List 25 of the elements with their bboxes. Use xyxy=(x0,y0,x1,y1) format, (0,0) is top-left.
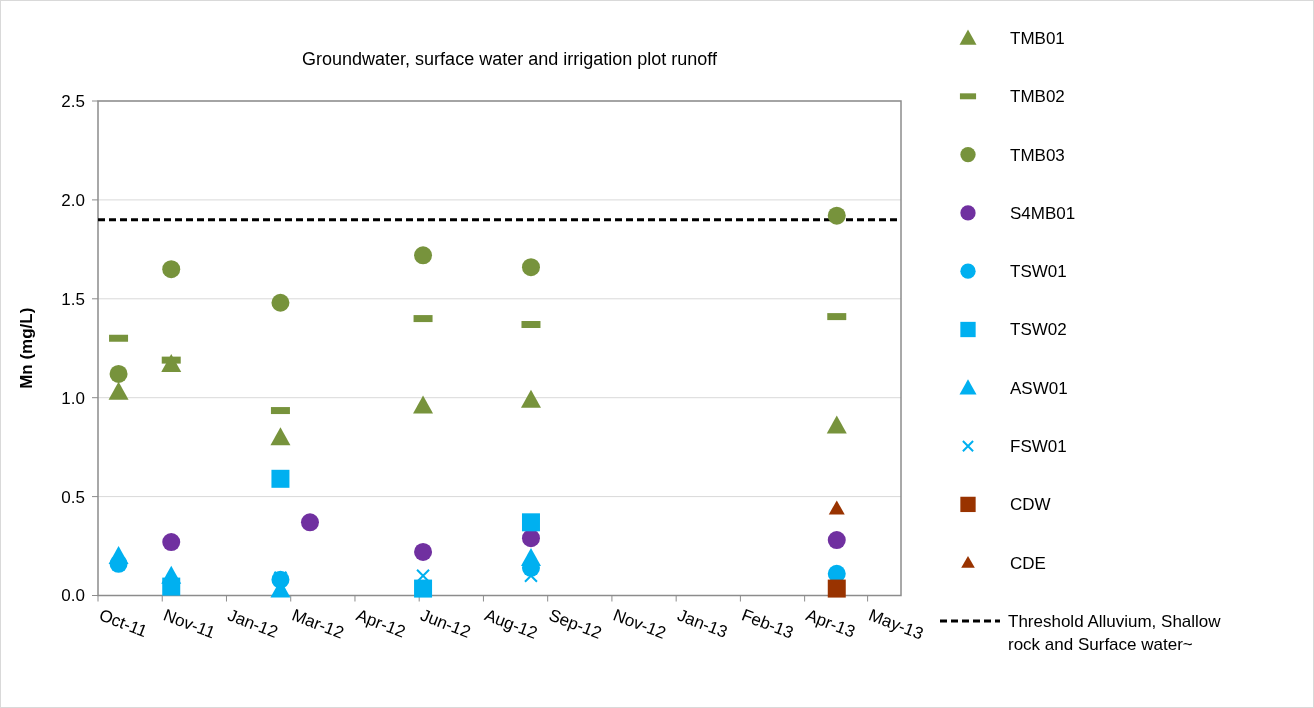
y-axis-title: Mn (mg/L) xyxy=(17,307,36,389)
legend-label: CDE xyxy=(1010,553,1046,573)
legend-label: TMB01 xyxy=(1010,28,1065,48)
x-tick-label: Apr-13 xyxy=(803,605,858,642)
y-tick-label: 1.5 xyxy=(61,289,85,309)
chart-title: Groundwater, surface water and irrigation plot runoff xyxy=(302,49,718,69)
legend-label: TSW02 xyxy=(1010,320,1067,340)
legend-label: TSW01 xyxy=(1010,262,1067,282)
y-tick-label: 2.5 xyxy=(61,91,85,111)
x-tick-label: Jan-13 xyxy=(674,605,731,642)
y-tick-label: 1.0 xyxy=(61,388,85,408)
legend-label: FSW01 xyxy=(1010,437,1067,457)
y-tick-label: 2.0 xyxy=(61,190,85,210)
legend-label: S4MB01 xyxy=(1010,203,1076,223)
x-tick-label: Jun-12 xyxy=(417,605,474,642)
legend-label: Threshold Alluvium, Shallow rock and Surface water~ xyxy=(1008,611,1222,654)
x-tick-label: Oct-11 xyxy=(96,605,150,642)
legend-label: ASW01 xyxy=(1010,378,1068,398)
x-tick-label: Jan-12 xyxy=(225,605,281,642)
y-tick-label: 0.0 xyxy=(61,586,85,606)
legend-label: TMB03 xyxy=(1010,145,1065,165)
legend-label: TMB02 xyxy=(1010,87,1065,107)
legend-label: CDW xyxy=(1010,495,1051,515)
y-tick-label: 0.5 xyxy=(61,487,85,507)
x-tick-label: Apr-12 xyxy=(353,605,408,642)
